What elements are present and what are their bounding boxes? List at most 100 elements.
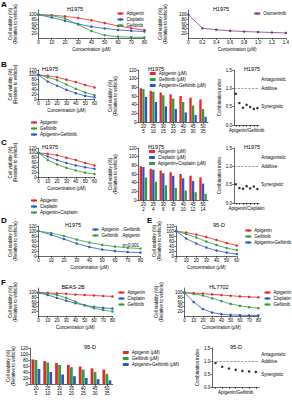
svg-text:0: 0 bbox=[37, 101, 40, 106]
svg-text:100: 100 bbox=[29, 229, 37, 234]
svg-text:Apigenin/Gefitinib: Apigenin/Gefitinib bbox=[218, 390, 254, 395]
svg-text:Apigenin→Gefitinib: Apigenin→Gefitinib bbox=[101, 227, 140, 232]
svg-text:Concentration (μM): Concentration (μM) bbox=[47, 108, 86, 113]
svg-text:40: 40 bbox=[73, 179, 79, 184]
svg-text:40: 40 bbox=[31, 165, 37, 170]
svg-text:1.0: 1.0 bbox=[204, 359, 211, 364]
svg-text:B: B bbox=[1, 60, 7, 69]
svg-text:20: 20 bbox=[69, 391, 75, 396]
svg-text:100: 100 bbox=[179, 12, 187, 17]
svg-text:120: 120 bbox=[20, 346, 28, 351]
svg-text:1.0: 1.0 bbox=[255, 40, 262, 45]
svg-text:F: F bbox=[1, 278, 6, 287]
svg-text:40: 40 bbox=[87, 258, 93, 263]
svg-text:Apigenin (μM): Apigenin (μM) bbox=[132, 350, 161, 355]
svg-text:10: 10 bbox=[45, 179, 51, 184]
svg-text:40: 40 bbox=[31, 87, 37, 92]
svg-text:40: 40 bbox=[219, 318, 225, 323]
svg-text:30: 30 bbox=[76, 40, 82, 45]
svg-text:40: 40 bbox=[31, 304, 37, 309]
svg-text:25: 25 bbox=[181, 129, 187, 134]
svg-text:120: 120 bbox=[29, 146, 37, 151]
svg-text:(Relative to vehicle): (Relative to vehicle) bbox=[11, 346, 16, 386]
svg-text:20: 20 bbox=[171, 129, 177, 134]
svg-text:20: 20 bbox=[54, 318, 60, 323]
svg-text:40: 40 bbox=[73, 318, 79, 323]
svg-text:Apigenin: Apigenin bbox=[273, 290, 291, 295]
svg-text:H1975: H1975 bbox=[213, 6, 229, 12]
svg-text:20: 20 bbox=[31, 170, 37, 175]
svg-text:Concentration (μM): Concentration (μM) bbox=[72, 47, 111, 52]
svg-text:H1975: H1975 bbox=[65, 222, 81, 228]
svg-text:20: 20 bbox=[131, 189, 137, 194]
svg-text:Concentration (μM): Concentration (μM) bbox=[70, 265, 109, 270]
svg-text:Cisplatin: Cisplatin bbox=[126, 17, 144, 22]
svg-text:Additive: Additive bbox=[261, 164, 278, 169]
svg-text:Additive: Additive bbox=[261, 86, 278, 91]
svg-text:100: 100 bbox=[20, 352, 28, 357]
svg-text:Apigenin+Gefitinib (μM): Apigenin+Gefitinib (μM) bbox=[132, 362, 180, 367]
svg-text:H1975: H1975 bbox=[42, 144, 58, 150]
svg-text:80: 80 bbox=[169, 234, 175, 239]
svg-text:10: 10 bbox=[191, 318, 197, 323]
svg-text:70: 70 bbox=[125, 258, 131, 263]
svg-text:20: 20 bbox=[194, 258, 200, 263]
svg-text:Combination index: Combination index bbox=[195, 348, 200, 386]
svg-text:40: 40 bbox=[177, 304, 183, 309]
svg-text:Gefitinib (μM): Gefitinib (μM) bbox=[132, 356, 160, 361]
svg-text:50: 50 bbox=[83, 179, 89, 184]
svg-text:20: 20 bbox=[200, 318, 206, 323]
svg-text:(Relative to vehicle): (Relative to vehicle) bbox=[159, 282, 164, 322]
svg-text:Osimertinib: Osimertinib bbox=[263, 11, 286, 16]
svg-text:20: 20 bbox=[31, 249, 37, 254]
svg-text:0: 0 bbox=[187, 40, 190, 45]
svg-text:100: 100 bbox=[29, 290, 37, 295]
svg-text:Gefitinib→Apigenin: Gefitinib→Apigenin bbox=[101, 233, 140, 238]
svg-text:50: 50 bbox=[100, 258, 106, 263]
svg-text:12: 12 bbox=[191, 207, 197, 212]
svg-text:30: 30 bbox=[64, 101, 70, 106]
svg-text:20: 20 bbox=[177, 309, 183, 314]
svg-text:Cisplatin: Cisplatin bbox=[273, 296, 291, 301]
svg-text:A: A bbox=[1, 0, 7, 9]
svg-text:10: 10 bbox=[45, 391, 51, 396]
svg-text:80: 80 bbox=[31, 77, 37, 82]
svg-text:0: 0 bbox=[183, 318, 186, 323]
svg-text:80: 80 bbox=[256, 318, 262, 323]
svg-text:Antagonistic: Antagonistic bbox=[261, 155, 286, 160]
svg-text:(Relative to vehicle): (Relative to vehicle) bbox=[13, 142, 18, 182]
svg-text:10: 10 bbox=[45, 318, 51, 323]
svg-text:0.2: 0.2 bbox=[199, 40, 206, 45]
svg-text:80: 80 bbox=[23, 358, 29, 363]
svg-text:Apigenin+Cisplatin: Apigenin+Cisplatin bbox=[40, 210, 78, 215]
svg-text:80: 80 bbox=[31, 295, 37, 300]
svg-text:20: 20 bbox=[169, 249, 175, 254]
svg-text:120: 120 bbox=[129, 68, 137, 73]
svg-text:(Relative to vehicle): (Relative to vehicle) bbox=[163, 4, 168, 44]
svg-text:Gefitinib: Gefitinib bbox=[273, 302, 290, 307]
svg-text:Cisplatin: Cisplatin bbox=[40, 204, 58, 209]
svg-text:20: 20 bbox=[62, 40, 68, 45]
svg-text:20: 20 bbox=[31, 92, 37, 97]
svg-text:Concentration (μM): Concentration (μM) bbox=[218, 47, 257, 52]
svg-text:20: 20 bbox=[55, 101, 61, 106]
svg-text:120: 120 bbox=[29, 224, 37, 229]
svg-text:Apigenin: Apigenin bbox=[126, 11, 144, 16]
svg-text:60: 60 bbox=[169, 239, 175, 244]
svg-text:40: 40 bbox=[169, 244, 175, 249]
svg-text:60: 60 bbox=[131, 94, 137, 99]
svg-text:5: 5 bbox=[35, 391, 38, 396]
svg-text:100: 100 bbox=[29, 12, 37, 17]
svg-text:H1975: H1975 bbox=[67, 6, 83, 12]
svg-text:15: 15 bbox=[57, 391, 63, 396]
svg-text:(Relative to vehicle): (Relative to vehicle) bbox=[13, 221, 18, 261]
svg-text:Concentration (μM): Concentration (μM) bbox=[187, 265, 226, 270]
svg-text:1.5: 1.5 bbox=[204, 346, 211, 351]
svg-text:60: 60 bbox=[237, 318, 243, 323]
svg-text:0: 0 bbox=[175, 258, 178, 263]
svg-text:E: E bbox=[147, 216, 153, 225]
svg-text:Gefitinib: Gefitinib bbox=[126, 23, 143, 28]
svg-text:20: 20 bbox=[31, 309, 37, 314]
svg-text:0: 0 bbox=[37, 318, 40, 323]
svg-text:Apigenin+Gefitinib (μM): Apigenin+Gefitinib (μM) bbox=[159, 83, 207, 88]
